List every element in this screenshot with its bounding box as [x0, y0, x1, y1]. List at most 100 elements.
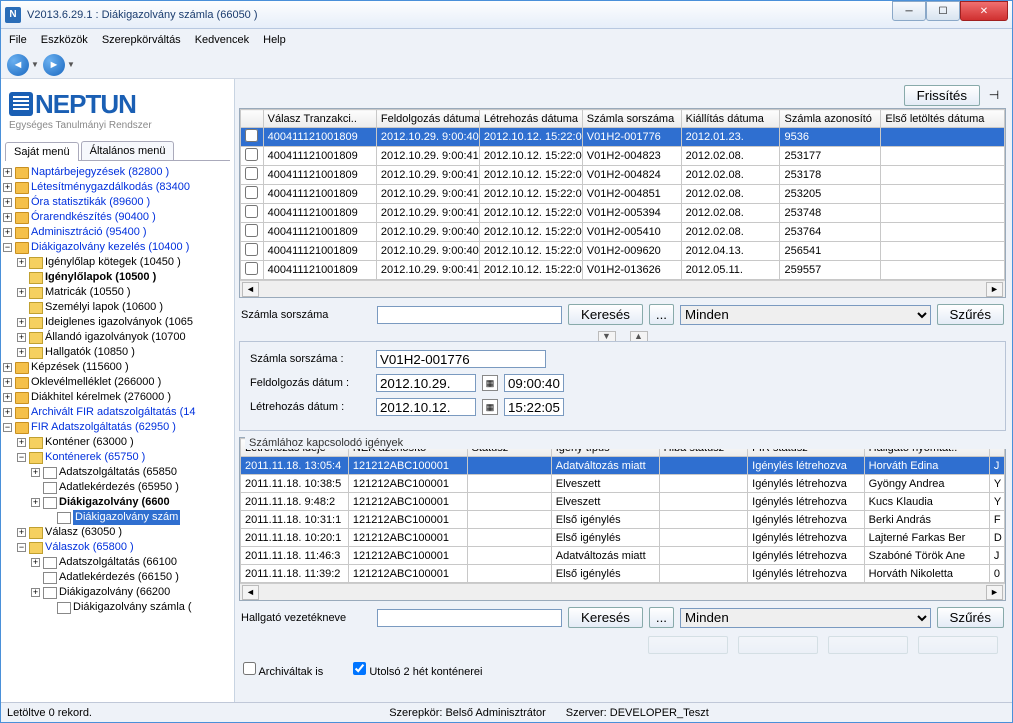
menu-roleswitch[interactable]: Szerepkörváltás: [102, 34, 181, 46]
group2-label: Számlához kapcsolodó igények: [245, 437, 1012, 449]
table-row[interactable]: 2011.11.18. 11:39:2121212ABC100001Első i…: [241, 565, 1005, 583]
nav-back-dropdown[interactable]: ▼: [31, 60, 41, 69]
tree-node[interactable]: +Válasz (63050 ): [3, 525, 232, 540]
tree-node[interactable]: +Konténer (63000 ): [3, 435, 232, 450]
scroll-left-icon[interactable]: ◄: [242, 282, 259, 297]
maximize-button[interactable]: ☐: [926, 1, 960, 21]
search2-filter-select[interactable]: Minden: [680, 608, 931, 628]
splitter[interactable]: ▼▲: [239, 331, 1006, 341]
tree-node[interactable]: +Órarendkészítés (90400 ): [3, 210, 232, 225]
tree-node[interactable]: +Adatszolgáltatás (65850: [3, 465, 232, 480]
tree-node[interactable]: +Adminisztráció (95400 ): [3, 225, 232, 240]
table-row[interactable]: 4004111210018092012.10.29. 9:00:412012.1…: [241, 204, 1005, 223]
check-last2weeks[interactable]: Utolsó 2 hét konténerei: [353, 662, 482, 678]
search2-filter-button[interactable]: Szűrés: [937, 607, 1004, 628]
search1-button[interactable]: Keresés: [568, 304, 643, 325]
search1-label: Számla sorszáma: [241, 309, 371, 321]
status-role: Szerepkör: Belső Adminisztrátor: [389, 707, 546, 719]
menu-tools[interactable]: Eszközök: [41, 34, 88, 46]
table-row[interactable]: 4004111210018092012.10.29. 9:00:412012.1…: [241, 261, 1005, 280]
search1-input[interactable]: [377, 306, 562, 324]
tree-node[interactable]: +Diákhitel kérelmek (276000 ): [3, 390, 232, 405]
table-row[interactable]: 2011.11.18. 9:48:2121212ABC100001Elvesze…: [241, 493, 1005, 511]
close-button[interactable]: ✕: [960, 1, 1008, 21]
search1-more-button[interactable]: ...: [649, 304, 674, 325]
tree-node[interactable]: +Archivált FIR adatszolgáltatás (14: [3, 405, 232, 420]
search2-input[interactable]: [377, 609, 562, 627]
search2-label: Hallgató vezetékneve: [241, 612, 371, 624]
nav-forward-button[interactable]: ►: [43, 54, 65, 76]
search1-filter-select[interactable]: Minden: [680, 305, 931, 325]
status-server: Szerver: DEVELOPER_Teszt: [566, 707, 709, 719]
tree-node[interactable]: −Válaszok (65800 ): [3, 540, 232, 555]
table-row[interactable]: 2011.11.18. 13:05:4121212ABC100001Adatvá…: [241, 457, 1005, 475]
form-t2[interactable]: [504, 374, 564, 392]
calendar-icon[interactable]: ▦: [482, 399, 498, 415]
tree-node[interactable]: +Matricák (10550 ): [3, 285, 232, 300]
tab-general-menu[interactable]: Általános menü: [81, 141, 175, 160]
requests-grid[interactable]: Létrehozás idejeNEK azonosítóStátuszIgén…: [239, 437, 1006, 601]
tree-node[interactable]: +Diákigazolvány (66200: [3, 585, 232, 600]
tree-node[interactable]: +Állandó igazolványok (10700: [3, 330, 232, 345]
tree-node[interactable]: +Hallgatók (10850 ): [3, 345, 232, 360]
window-title: V2013.6.29.1 : Diákigazolvány számla (66…: [27, 9, 892, 21]
tree-node[interactable]: +Képzések (115600 ): [3, 360, 232, 375]
search2-button[interactable]: Keresés: [568, 607, 643, 628]
tree-node[interactable]: +Létesítménygazdálkodás (83400: [3, 180, 232, 195]
pin-icon[interactable]: ⊣: [986, 88, 1002, 104]
table-row[interactable]: 2011.11.18. 10:31:1121212ABC100001Első i…: [241, 511, 1005, 529]
nav-back-button[interactable]: ◄: [7, 54, 29, 76]
tree-node[interactable]: Diákigazolvány számla (: [3, 600, 232, 615]
tree-node[interactable]: +Óra statisztikák (89600 ): [3, 195, 232, 210]
scroll-right-icon[interactable]: ►: [986, 282, 1003, 297]
tree-node[interactable]: −Diákigazolvány kezelés (10400 ): [3, 240, 232, 255]
statusbar: Letöltve 0 rekord. Szerepkör: Belső Admi…: [1, 702, 1012, 722]
scroll-right-icon[interactable]: ►: [986, 585, 1003, 600]
minimize-button[interactable]: ─: [892, 1, 926, 21]
tree-node[interactable]: +Igénylőlap kötegek (10450 ): [3, 255, 232, 270]
table-row[interactable]: 2011.11.18. 11:46:3121212ABC100001Adatvá…: [241, 547, 1005, 565]
table-row[interactable]: 4004111210018092012.10.29. 9:00:402012.1…: [241, 223, 1005, 242]
search1-filter-button[interactable]: Szűrés: [937, 304, 1004, 325]
tree-node[interactable]: −FIR Adatszolgáltatás (62950 ): [3, 420, 232, 435]
table-row[interactable]: 4004111210018092012.10.29. 9:00:402012.1…: [241, 242, 1005, 261]
menu-help[interactable]: Help: [263, 34, 286, 46]
form-d3[interactable]: [376, 398, 476, 416]
tree-node[interactable]: +Diákigazolvány (6600: [3, 495, 232, 510]
tree-node[interactable]: Adatlekérdezés (65950 ): [3, 480, 232, 495]
tree-node[interactable]: Adatlekérdezés (66150 ): [3, 570, 232, 585]
menu-favorites[interactable]: Kedvencek: [195, 34, 249, 46]
table-row[interactable]: 2011.11.18. 10:38:5121212ABC100001Elvesz…: [241, 475, 1005, 493]
form-l2: Feldolgozás dátum :: [250, 377, 370, 389]
table-row[interactable]: 2011.11.18. 10:20:1121212ABC100001Első i…: [241, 529, 1005, 547]
calendar-icon[interactable]: ▦: [482, 375, 498, 391]
form-v1[interactable]: [376, 350, 546, 368]
tree-node[interactable]: +Ideiglenes igazolványok (1065: [3, 315, 232, 330]
status-left: Letöltve 0 rekord.: [7, 707, 92, 719]
form-l3: Létrehozás dátum :: [250, 401, 370, 413]
logo: NEPTUN Egységes Tanulmányi Rendszer: [1, 79, 234, 135]
tree-node[interactable]: Személyi lapok (10600 ): [3, 300, 232, 315]
tree-node[interactable]: −Konténerek (65750 ): [3, 450, 232, 465]
tab-own-menu[interactable]: Saját menü: [5, 142, 79, 161]
tree-node[interactable]: Igénylőlapok (10500 ): [3, 270, 232, 285]
tree-node[interactable]: +Adatszolgáltatás (66100: [3, 555, 232, 570]
table-row[interactable]: 4004111210018092012.10.29. 9:00:412012.1…: [241, 185, 1005, 204]
nav-tree[interactable]: +Naptárbejegyzések (82800 )+Létesítményg…: [1, 161, 234, 702]
form-t3[interactable]: [504, 398, 564, 416]
table-row[interactable]: 4004111210018092012.10.29. 9:00:412012.1…: [241, 147, 1005, 166]
table-row[interactable]: 4004111210018092012.10.29. 9:00:402012.1…: [241, 128, 1005, 147]
titlebar: N V2013.6.29.1 : Diákigazolvány számla (…: [1, 1, 1012, 29]
refresh-button[interactable]: Frissítés: [904, 85, 980, 106]
tree-node[interactable]: +Naptárbejegyzések (82800 ): [3, 165, 232, 180]
nav-forward-dropdown[interactable]: ▼: [67, 60, 77, 69]
table-row[interactable]: 4004111210018092012.10.29. 9:00:412012.1…: [241, 166, 1005, 185]
menu-file[interactable]: File: [9, 34, 27, 46]
check-archived[interactable]: Archiváltak is: [243, 662, 323, 678]
search2-more-button[interactable]: ...: [649, 607, 674, 628]
form-d2[interactable]: [376, 374, 476, 392]
scroll-left-icon[interactable]: ◄: [242, 585, 259, 600]
tree-node[interactable]: Diákigazolvány szám: [3, 510, 232, 525]
tree-node[interactable]: +Oklevélmelléklet (266000 ): [3, 375, 232, 390]
invoices-grid[interactable]: Válasz Tranzakci..Feldolgozás dátumaLétr…: [239, 108, 1006, 298]
